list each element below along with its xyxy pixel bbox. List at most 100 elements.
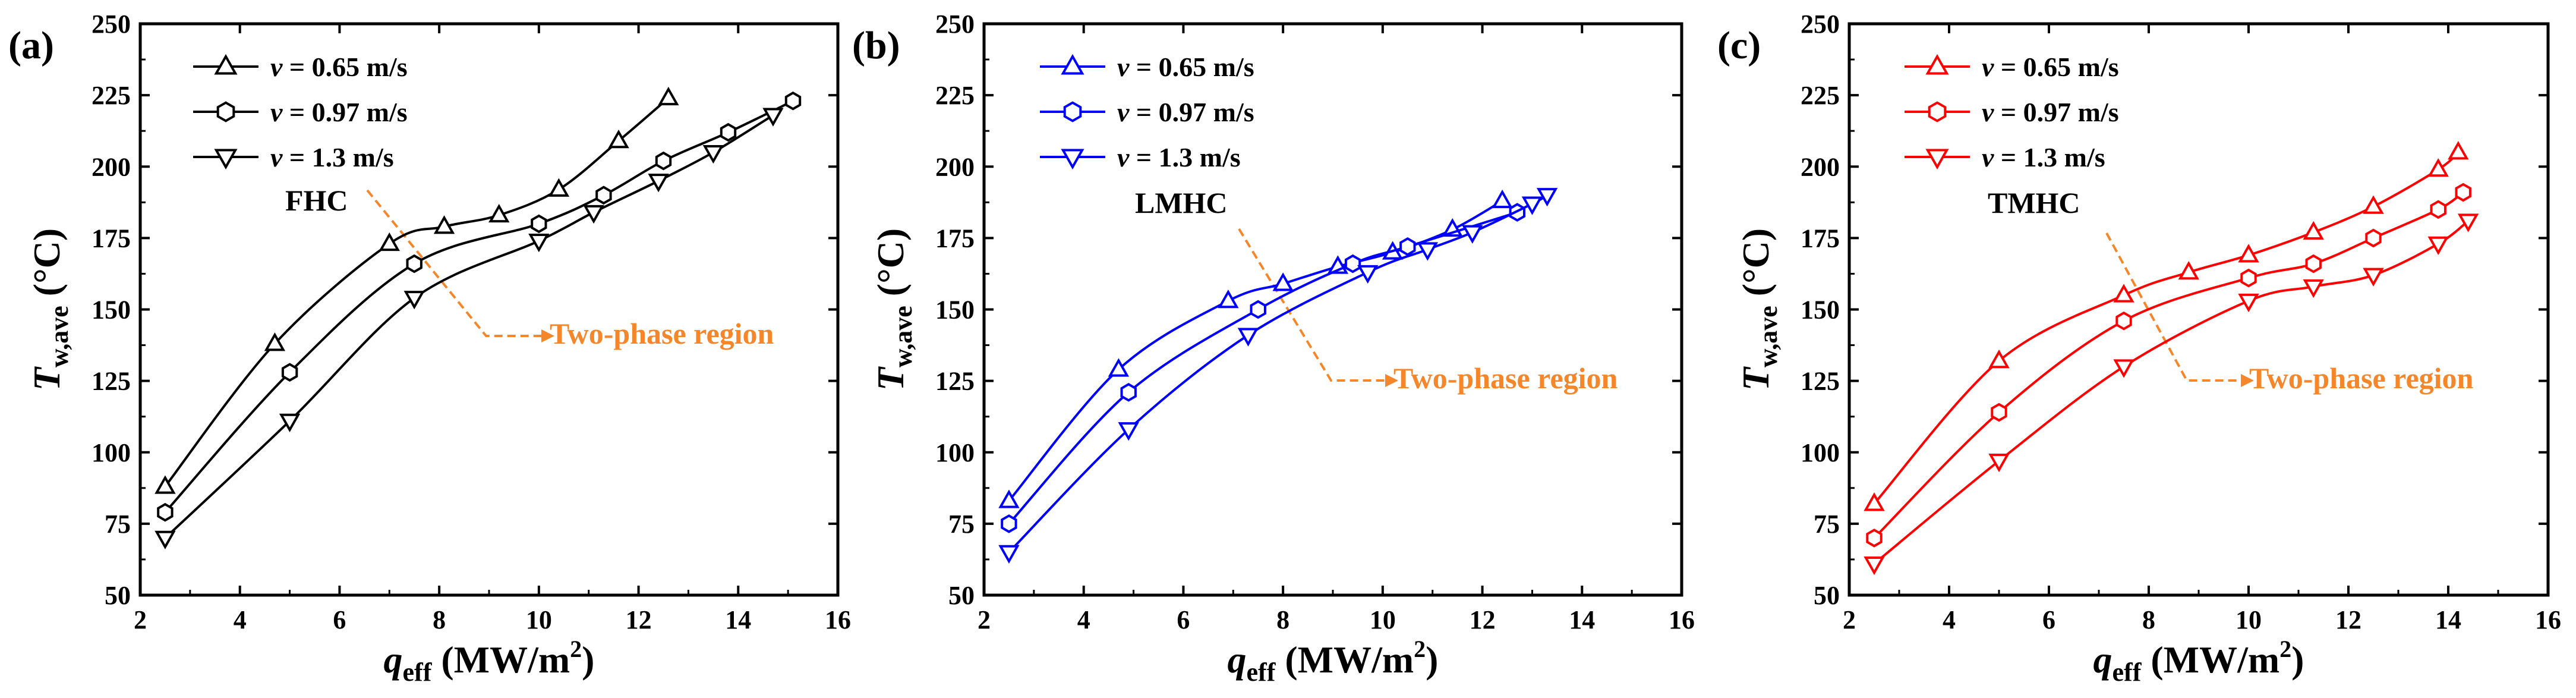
legend-label: v = 0.65 m/s <box>1117 52 1254 82</box>
data-point <box>2363 195 2384 214</box>
data-point <box>379 232 400 251</box>
data-point <box>528 233 550 253</box>
region-label: Two-phase region <box>2249 361 2474 395</box>
data-point <box>2238 293 2259 313</box>
x-label-symbol: q <box>1228 639 1247 681</box>
panel-label: (c) <box>1717 24 1761 67</box>
y-tick-label: 175 <box>935 224 975 253</box>
data-point <box>155 475 176 494</box>
x-tick-label: 6 <box>1177 605 1190 634</box>
y-label-subscript: w,ave <box>45 306 74 367</box>
panel-label: (a) <box>8 24 54 67</box>
plot-frame <box>138 22 840 597</box>
x-axis-label: qeff (MW/m2) <box>2093 636 2304 687</box>
y-label-subscript: w,ave <box>1754 306 1783 367</box>
x-tick-label: 4 <box>1943 605 1956 634</box>
data-point <box>2457 213 2479 232</box>
y-tick-label: 200 <box>935 152 975 181</box>
annotation-label: FHC <box>285 184 348 217</box>
data-point <box>998 545 1020 564</box>
y-label-symbol: T <box>1735 366 1777 391</box>
y-label-subscript: w,ave <box>888 306 917 367</box>
legend-marker <box>1061 54 1084 75</box>
data-point <box>433 215 455 234</box>
legend-label: v = 0.97 m/s <box>270 97 408 127</box>
y-tick-label: 225 <box>92 81 131 110</box>
x-axis-label: qeff (MW/m2) <box>1228 636 1439 687</box>
data-point <box>1357 265 1379 284</box>
data-point <box>1864 556 1885 576</box>
data-point <box>1536 188 1558 207</box>
y-axis-label: Tw,ave (°C) <box>869 228 917 391</box>
data-point <box>1866 529 1883 548</box>
legend-var: v <box>1982 142 1994 172</box>
panel-a: 2 4 6 8 10 12 14 16 50 75 100 125 150 175 200 225 250 (a)… <box>8 10 851 687</box>
legend-var: v <box>1117 52 1130 82</box>
data-point <box>2113 284 2134 303</box>
data-point <box>1120 382 1137 402</box>
series-2: v = 0.97 m/s <box>1866 97 2471 548</box>
region-arrow-head <box>1385 374 1398 387</box>
x-tick-label: 16 <box>2535 605 2561 634</box>
data-point <box>2240 268 2257 288</box>
data-point <box>2305 254 2322 273</box>
panel-label: (b) <box>852 24 900 67</box>
x-label-close: ) <box>582 639 594 681</box>
data-point <box>548 178 570 197</box>
data-point <box>655 151 672 171</box>
region-label: Two-phase region <box>550 317 774 350</box>
legend-label: v = 0.97 m/s <box>1982 97 2119 127</box>
region-leader-line <box>2105 232 2243 382</box>
data-point <box>1462 225 1483 244</box>
x-tick-label: 14 <box>2435 605 2461 634</box>
annotation-label: TMHC <box>1988 186 2080 219</box>
data-point <box>279 413 301 432</box>
series-2: v = 0.97 m/s <box>157 91 802 522</box>
x-label-unit: (MW/m <box>1275 639 1414 681</box>
series-line <box>1873 191 2464 539</box>
x-tick-label: 2 <box>978 605 991 634</box>
legend-marker <box>214 149 238 170</box>
data-point <box>1417 242 1439 261</box>
data-point <box>2115 311 2132 331</box>
data-point <box>1988 453 2010 473</box>
data-point <box>406 254 422 273</box>
data-point <box>2363 268 2384 287</box>
x-label-subscript: eff <box>1247 658 1276 687</box>
x-tick-label: 10 <box>2236 605 2262 634</box>
y-tick-label: 150 <box>1801 295 1840 325</box>
panel-b: 2 4 6 8 10 12 14 16 50 75 100 125 150 175 200 225 250 (b)… <box>852 10 1695 687</box>
x-tick-label: 4 <box>234 605 247 634</box>
data-point <box>2455 183 2471 202</box>
x-label-symbol: q <box>384 639 403 681</box>
region-arrow-head <box>541 329 554 342</box>
y-axis-label: Tw,ave (°C) <box>1735 228 1783 391</box>
data-point <box>1218 290 1239 309</box>
annotation-label: LMHC <box>1135 186 1228 219</box>
legend-text: = 0.65 m/s <box>282 52 407 82</box>
y-tick-label: 200 <box>92 152 131 181</box>
y-tick-label: 125 <box>935 367 975 396</box>
data-point <box>2427 236 2449 256</box>
legend-label: v = 0.65 m/s <box>1982 52 2119 82</box>
data-point <box>1492 189 1513 209</box>
data-point <box>998 489 1020 508</box>
x-label-superscript: 2 <box>2279 636 2291 662</box>
x-tick-label: 6 <box>2042 605 2055 634</box>
x-tick-label: 2 <box>1843 605 1856 634</box>
data-point <box>2303 221 2324 240</box>
y-tick-label: 225 <box>935 81 975 110</box>
x-label-unit: (MW/m <box>431 639 570 681</box>
data-point <box>648 174 669 193</box>
plot-frame <box>982 22 1683 597</box>
x-tick-label: 8 <box>1276 605 1289 634</box>
data-point <box>720 122 737 142</box>
y-tick-label: 125 <box>1801 367 1840 396</box>
data-point <box>1118 422 1139 441</box>
data-point <box>1988 349 2010 369</box>
legend-text: = 0.65 m/s <box>1129 52 1254 82</box>
y-tick-label: 50 <box>948 581 975 610</box>
data-point <box>1344 254 1361 273</box>
x-tick-label: 4 <box>1077 605 1090 634</box>
